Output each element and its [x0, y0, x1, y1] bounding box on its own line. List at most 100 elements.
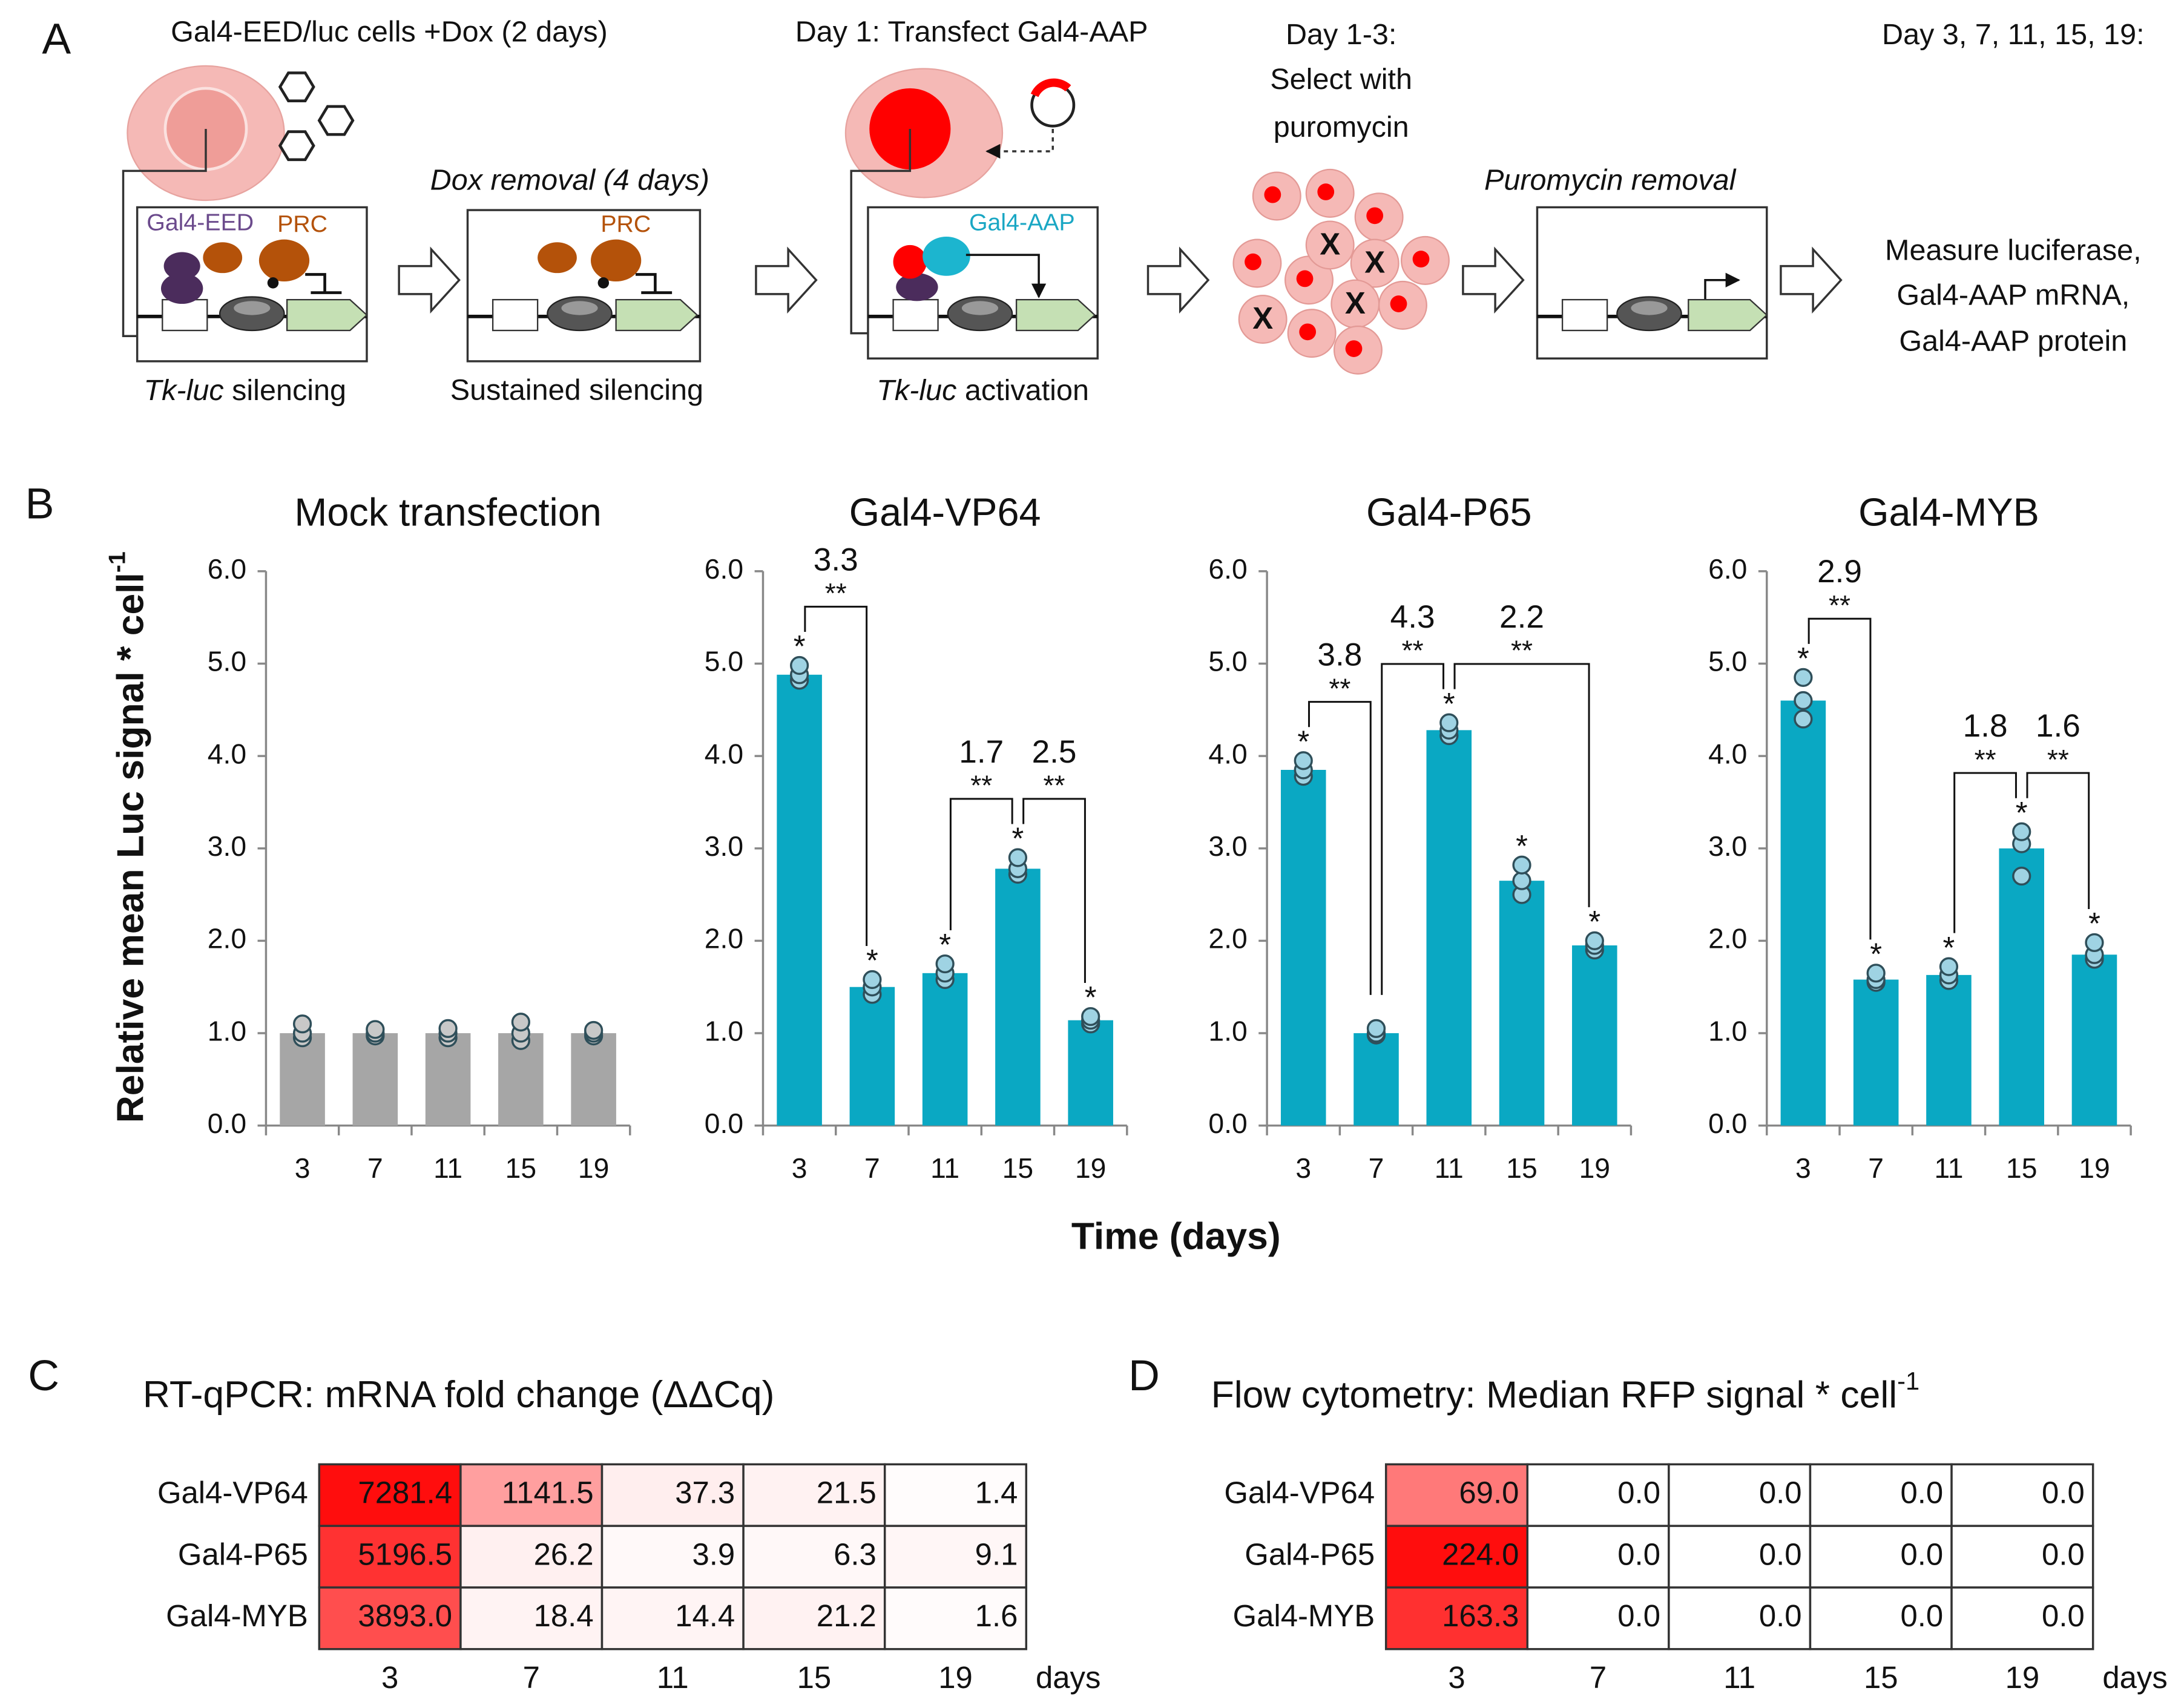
row-label: Gal4-VP64 [1224, 1476, 1375, 1510]
chart-title: Gal4-MYB [1858, 490, 2039, 534]
x-tick-label: 3 [1795, 1152, 1811, 1184]
cell-value: 6.3 [834, 1537, 877, 1571]
nucleus [1299, 323, 1317, 341]
heat-cell [600, 1586, 745, 1651]
locus-box [466, 209, 702, 363]
bar-label: * [1588, 904, 1600, 939]
caption: Sustained silencing [450, 374, 703, 407]
y-tick-label: 1.0 [1208, 1015, 1247, 1046]
cell-value: 0.0 [1900, 1598, 1943, 1633]
chart-title: Gal4-P65 [1366, 490, 1532, 534]
chart-title: Mock transfection [294, 490, 601, 534]
significance: ** [1329, 672, 1350, 704]
bar-label: * [1085, 980, 1097, 1014]
step-title: Day 3, 7, 11, 15, 19: [1882, 18, 2145, 51]
table-title: RT-qPCR: mRNA fold change (ΔΔCq) [143, 1373, 774, 1416]
cell-value: 0.0 [1759, 1598, 1802, 1633]
dox-icon [278, 130, 315, 162]
bar [1499, 881, 1545, 1126]
bracket [1381, 663, 1445, 995]
cell-value: 37.3 [675, 1476, 735, 1510]
heat-cell [318, 1525, 462, 1589]
cell-value: 26.2 [534, 1537, 594, 1571]
x-tick-label: 15 [1002, 1152, 1033, 1184]
bar-label: * [939, 927, 951, 962]
column-label: 7 [1590, 1660, 1607, 1695]
step-title: Gal4-AAP protein [1899, 325, 2127, 358]
replicate [935, 954, 955, 974]
chart-title: Gal4-VP64 [849, 490, 1041, 534]
gal4-eed [163, 252, 200, 280]
label: PRC [277, 211, 327, 237]
replicate [2085, 933, 2104, 953]
y-tick-label: 2.0 [705, 923, 743, 954]
cell-value: 3.9 [692, 1537, 735, 1571]
replicate [584, 1020, 604, 1040]
heat-cell [1809, 1586, 1953, 1651]
replicate [1794, 668, 1813, 687]
fold-change: 2.9 [1817, 554, 1862, 590]
x-tick-label: 7 [864, 1152, 880, 1184]
significance: ** [1044, 770, 1065, 801]
cell-cluster: XXX X [1232, 168, 1450, 375]
replicate [366, 1020, 385, 1039]
replicate [2012, 866, 2031, 886]
column-label: 15 [797, 1660, 832, 1695]
step-arrow [1780, 246, 1843, 314]
bar [1280, 769, 1326, 1126]
row-label: Gal4-MYB [166, 1598, 308, 1633]
heat-cell [1668, 1463, 1812, 1527]
cell-value: 1141.5 [502, 1476, 594, 1510]
caption: Tk-luc silencing [143, 374, 346, 407]
y-axis-label-text: Relative mean Luc signal * cell [109, 573, 151, 1123]
y-tick-label: 1.0 [705, 1015, 743, 1046]
cell-value: 21.2 [817, 1598, 877, 1633]
label: PRC [600, 211, 651, 237]
cell-value: 69.0 [1459, 1476, 1519, 1510]
caption-italic: Tk-luc [877, 374, 956, 407]
cell-value: 224.0 [1442, 1537, 1519, 1571]
fold-change: 4.3 [1390, 599, 1435, 635]
nucleosome [234, 301, 271, 315]
x-tick-label: 3 [295, 1152, 311, 1184]
bar [777, 674, 822, 1126]
cell-value: 14.4 [675, 1598, 735, 1633]
y-tick-label: 6.0 [705, 553, 743, 585]
panel-label: B [25, 479, 54, 528]
significance: ** [1511, 635, 1533, 666]
gal4-site [492, 298, 539, 332]
x-tick-label: 7 [367, 1152, 383, 1184]
bar [995, 869, 1041, 1126]
heat-cell [1668, 1525, 1812, 1589]
x-tick-label: 19 [578, 1152, 609, 1184]
bar-label: * [2088, 906, 2100, 941]
y-tick-label: 6.0 [1208, 553, 1247, 585]
nucleus [1245, 253, 1261, 271]
repression [305, 273, 342, 294]
cell-value: 0.0 [1617, 1476, 1660, 1510]
bar-label: * [1297, 724, 1309, 758]
y-tick-label: 3.0 [1708, 830, 1747, 862]
panel-label: D [1128, 1352, 1160, 1400]
y-tick-label: 0.0 [208, 1108, 246, 1139]
connector [850, 128, 912, 335]
gal4-eed [896, 273, 938, 301]
step-title: Day 1: Transfect Gal4-AAP [795, 16, 1148, 48]
cell-value: 0.0 [1617, 1598, 1660, 1633]
caption-italic: Tk-luc [143, 374, 223, 407]
step-title: puromycin [1274, 111, 1409, 143]
replicate [863, 970, 882, 990]
bar [1068, 1020, 1113, 1126]
cell-value: 18.4 [534, 1598, 594, 1633]
nucleus [1296, 270, 1314, 287]
bar-label: * [1943, 930, 1955, 965]
y-tick-label: 5.0 [1208, 646, 1247, 677]
luc-gene [615, 298, 699, 332]
heat-cell [1384, 1463, 1529, 1527]
prc [538, 242, 577, 274]
cell-value: 21.5 [817, 1476, 877, 1510]
dead-cell-mark: X [1320, 227, 1340, 261]
prc [258, 239, 310, 282]
y-tick-label: 4.0 [208, 738, 246, 769]
fold-change: 3.3 [814, 542, 858, 577]
